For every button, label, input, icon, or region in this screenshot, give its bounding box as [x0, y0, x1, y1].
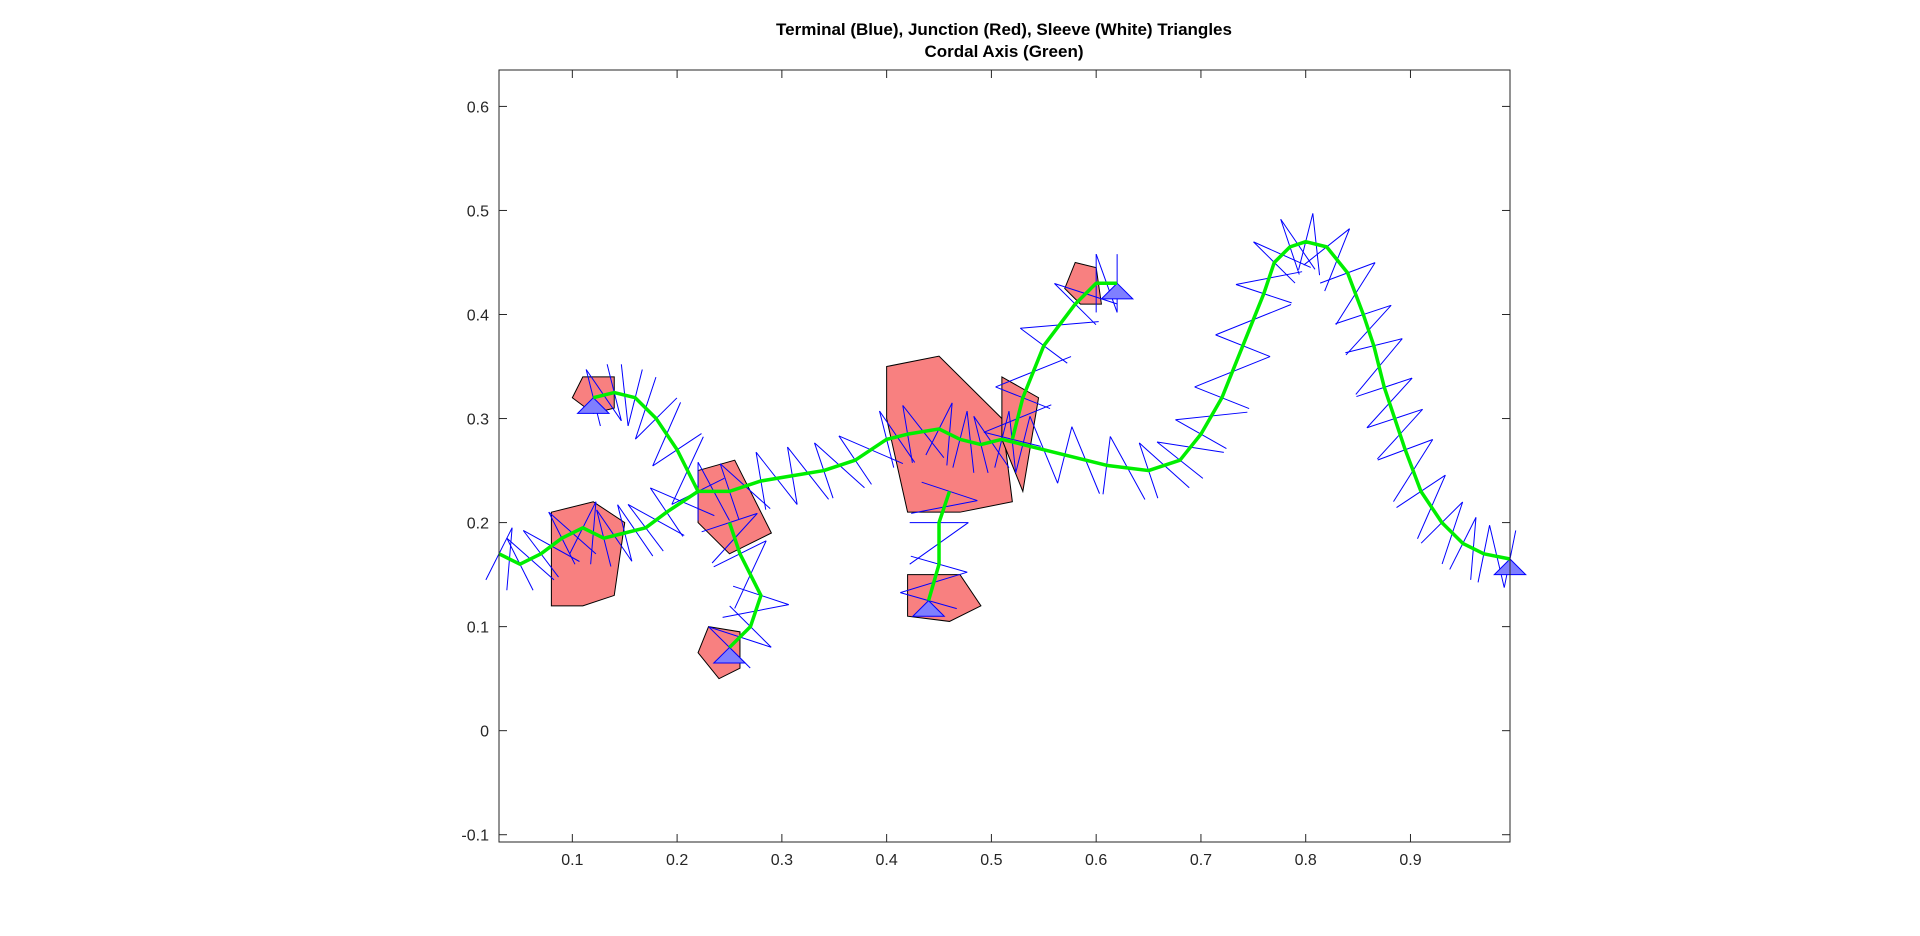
junction-triangle-6: [697, 626, 741, 680]
chordal-axis-line-0: [498, 239, 1511, 566]
x-tick-label-1: 0.2: [666, 852, 688, 869]
y-tick-label-4: 0.3: [467, 412, 489, 429]
x-tick-label-6: 0.7: [1190, 852, 1212, 869]
terminal-triangle-2: [1100, 282, 1135, 300]
y-tick-label-1: 0: [480, 724, 489, 741]
chordal-axis-line-1: [592, 390, 700, 493]
x-tick-label-8: 0.9: [1399, 852, 1421, 869]
x-tick-label-2: 0.3: [771, 852, 793, 869]
axis-ticks: 0.1 0.2 0.3 0.4 0.5 0.6 0.7 0.8 0.9 -0.1 0 0.1 0.2 0.…: [461, 70, 1510, 869]
terminal-triangle-3: [712, 646, 747, 664]
chart-title-line-2: Cordal Axis (Green): [924, 42, 1083, 61]
junction-triangle-7: [1064, 261, 1102, 305]
y-tick-label-0: -0.1: [461, 828, 489, 845]
x-tick-label-5: 0.6: [1085, 852, 1107, 869]
terminal-triangle-1: [576, 397, 611, 414]
junction-triangle-0: [550, 501, 626, 607]
chordal-axis-line-4: [926, 490, 952, 602]
chordal-axis-line-2: [1010, 281, 1118, 440]
plot-area: [485, 213, 1527, 680]
x-tick-label-0: 0.1: [561, 852, 583, 869]
y-tick-label-2: 0.1: [467, 620, 489, 637]
x-tick-label-3: 0.4: [876, 852, 898, 869]
x-tick-label-7: 0.8: [1295, 852, 1317, 869]
y-tick-label-6: 0.5: [467, 203, 489, 220]
axes-box: [498, 69, 1511, 843]
y-tick-label-3: 0.2: [467, 516, 489, 533]
y-tick-label-7: 0.6: [467, 99, 489, 116]
terminal-triangle-4: [911, 599, 946, 617]
chordal-axis-line-3: [727, 522, 763, 649]
y-tick-label-5: 0.4: [467, 308, 489, 325]
chart-title-line-1: Terminal (Blue), Junction (Red), Sleeve …: [776, 20, 1232, 39]
x-tick-label-4: 0.5: [980, 852, 1002, 869]
